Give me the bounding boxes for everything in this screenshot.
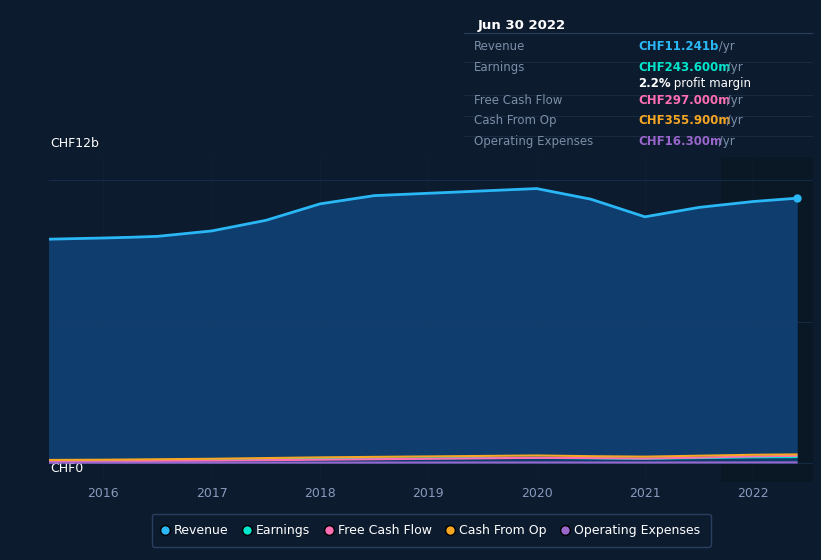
Text: Free Cash Flow: Free Cash Flow	[475, 94, 562, 107]
Legend: Revenue, Earnings, Free Cash Flow, Cash From Op, Operating Expenses: Revenue, Earnings, Free Cash Flow, Cash …	[152, 514, 710, 547]
Text: Jun 30 2022: Jun 30 2022	[478, 20, 566, 32]
Text: 2.2%: 2.2%	[639, 77, 671, 90]
Text: /yr: /yr	[722, 114, 742, 127]
Text: Earnings: Earnings	[475, 61, 525, 74]
Text: /yr: /yr	[722, 94, 742, 107]
Text: Cash From Op: Cash From Op	[475, 114, 557, 127]
Text: Operating Expenses: Operating Expenses	[475, 134, 594, 148]
Text: /yr: /yr	[715, 134, 735, 148]
Text: CHF12b: CHF12b	[50, 137, 99, 150]
Text: CHF0: CHF0	[50, 462, 83, 475]
Text: CHF243.600m: CHF243.600m	[639, 61, 731, 74]
Bar	[721, 157, 813, 482]
Text: CHF11.241b: CHF11.241b	[639, 40, 718, 53]
Text: /yr: /yr	[722, 61, 742, 74]
Text: Revenue: Revenue	[475, 40, 525, 53]
Text: CHF355.900m: CHF355.900m	[639, 114, 731, 127]
Text: profit margin: profit margin	[671, 77, 751, 90]
Text: CHF297.000m: CHF297.000m	[639, 94, 731, 107]
Text: /yr: /yr	[715, 40, 735, 53]
Text: CHF16.300m: CHF16.300m	[639, 134, 722, 148]
